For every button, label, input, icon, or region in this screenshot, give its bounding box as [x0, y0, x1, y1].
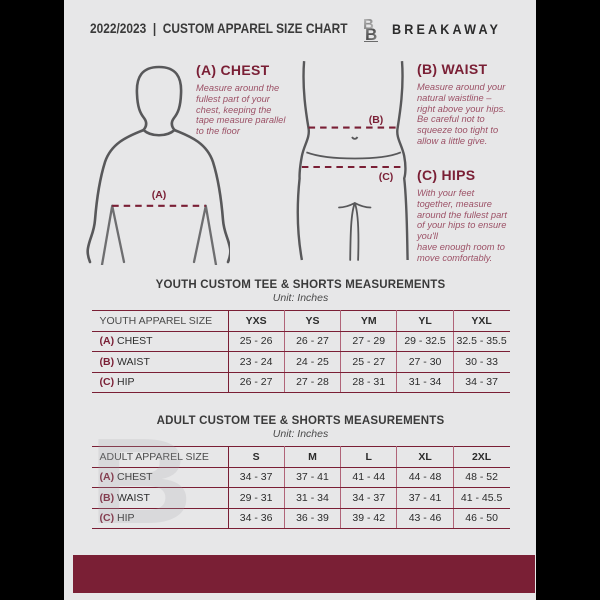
svg-text:(C): (C)	[379, 171, 394, 183]
svg-text:(B): (B)	[369, 114, 384, 126]
svg-text:(A): (A)	[152, 189, 167, 201]
svg-text:B: B	[365, 25, 377, 43]
svg-text:B: B	[90, 414, 193, 550]
